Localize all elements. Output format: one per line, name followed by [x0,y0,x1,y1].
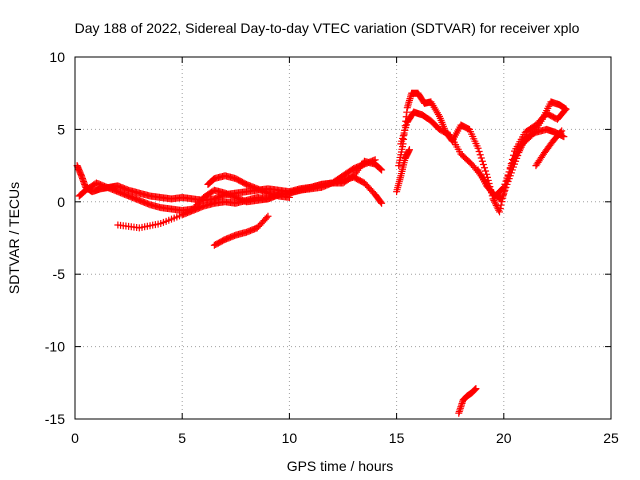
series-arc-e [210,212,272,249]
x-tick-label: 5 [178,430,186,446]
data-point [505,168,513,176]
data-point [472,385,480,393]
data-point [482,167,490,175]
data-point [491,198,499,206]
data-point [504,171,512,179]
data-point [496,208,504,216]
data-point [264,212,272,220]
series-arc-c [114,156,379,232]
data-point [476,151,484,159]
data-point [479,161,487,169]
data-point [493,203,501,211]
data-point [502,177,510,185]
x-axis-label: GPS time / hours [287,458,394,474]
data-point [477,154,485,162]
grid-lines [75,57,611,419]
data-point [483,170,491,178]
data-point [503,174,511,182]
data-point [501,180,509,188]
data-point [377,165,385,173]
y-tick-label: 5 [57,121,65,137]
data-point [481,164,489,172]
x-tick-label: 25 [603,430,619,446]
y-tick-label: 0 [57,194,65,210]
data-point [497,201,505,209]
data-point [496,204,504,212]
data-point [371,156,379,164]
data-point [562,105,570,113]
series-arc-h [474,98,570,200]
data-point [478,157,486,165]
data-point [499,184,507,192]
plot-frame [74,56,612,420]
data-point [500,183,508,191]
chart-title: Day 188 of 2022, Sidereal Day-to-day VTE… [75,20,580,36]
data-point [507,162,515,170]
x-tick-label: 0 [71,430,79,446]
series-arc-k [455,385,480,417]
x-tick-label: 20 [496,430,512,446]
data-point [560,133,568,141]
data-point [285,193,293,201]
y-tick-label: -5 [53,266,66,282]
data-point [263,214,271,222]
data-marks [73,89,570,417]
data-point [376,164,384,172]
series-arc-i [393,146,413,196]
data-point [474,144,482,152]
data-point [506,165,514,173]
series-arc-j [532,127,566,170]
data-point [557,128,565,136]
x-tick-label: 10 [282,430,298,446]
data-point [491,200,499,208]
y-tick-label: -15 [45,411,65,427]
series-arc-d [204,172,293,201]
y-tick-label: 10 [49,49,65,65]
data-point [378,199,386,207]
y-tick-label: -10 [45,339,65,355]
axis-ticks: 0 5 10 15 20 25 -15 -10 -5 0 5 10 [45,49,619,446]
x-tick-label: 15 [389,430,405,446]
data-point [405,146,413,154]
y-axis-label: SDTVAR / TECUs [6,182,22,294]
data-point [558,127,566,135]
data-point [378,166,386,174]
data-point [377,198,385,206]
data-point [475,147,483,155]
